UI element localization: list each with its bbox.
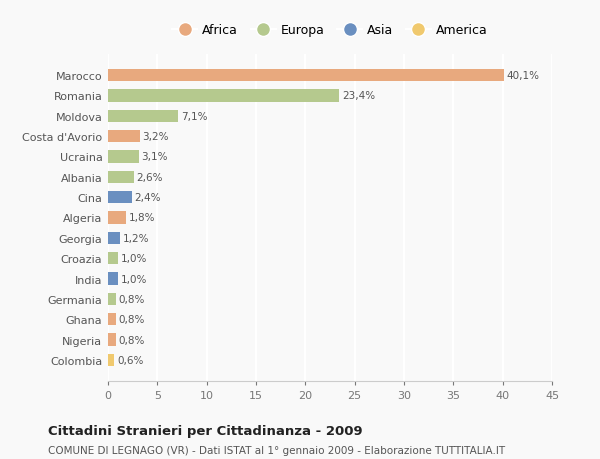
Bar (108, 111, 178, 123)
Bar (108, 232, 120, 244)
Text: 1,2%: 1,2% (123, 233, 149, 243)
Text: 1,0%: 1,0% (121, 254, 147, 263)
Text: 2,6%: 2,6% (137, 173, 163, 182)
Text: 2,4%: 2,4% (134, 193, 161, 203)
Bar (108, 313, 116, 325)
Text: 7,1%: 7,1% (181, 112, 208, 122)
Text: 0,8%: 0,8% (119, 314, 145, 325)
Text: 3,2%: 3,2% (143, 132, 169, 142)
Bar (108, 151, 139, 163)
Text: 3,1%: 3,1% (142, 152, 168, 162)
Text: 0,6%: 0,6% (117, 355, 143, 365)
Legend: Africa, Europa, Asia, America: Africa, Europa, Asia, America (167, 19, 493, 42)
Bar (108, 70, 503, 82)
Text: 0,8%: 0,8% (119, 294, 145, 304)
Bar (108, 293, 116, 305)
Bar (108, 131, 140, 143)
Text: 0,8%: 0,8% (119, 335, 145, 345)
Bar (108, 252, 118, 265)
Bar (108, 171, 134, 184)
Text: Cittadini Stranieri per Cittadinanza - 2009: Cittadini Stranieri per Cittadinanza - 2… (48, 425, 362, 437)
Text: 1,0%: 1,0% (121, 274, 147, 284)
Bar (108, 354, 114, 366)
Bar (108, 192, 131, 204)
Bar (108, 90, 339, 102)
Text: 40,1%: 40,1% (506, 71, 539, 81)
Bar (108, 334, 116, 346)
Text: COMUNE DI LEGNAGO (VR) - Dati ISTAT al 1° gennaio 2009 - Elaborazione TUTTITALIA: COMUNE DI LEGNAGO (VR) - Dati ISTAT al 1… (48, 445, 505, 455)
Bar (108, 273, 118, 285)
Text: 1,8%: 1,8% (129, 213, 155, 223)
Text: 23,4%: 23,4% (342, 91, 375, 101)
Bar (108, 212, 126, 224)
